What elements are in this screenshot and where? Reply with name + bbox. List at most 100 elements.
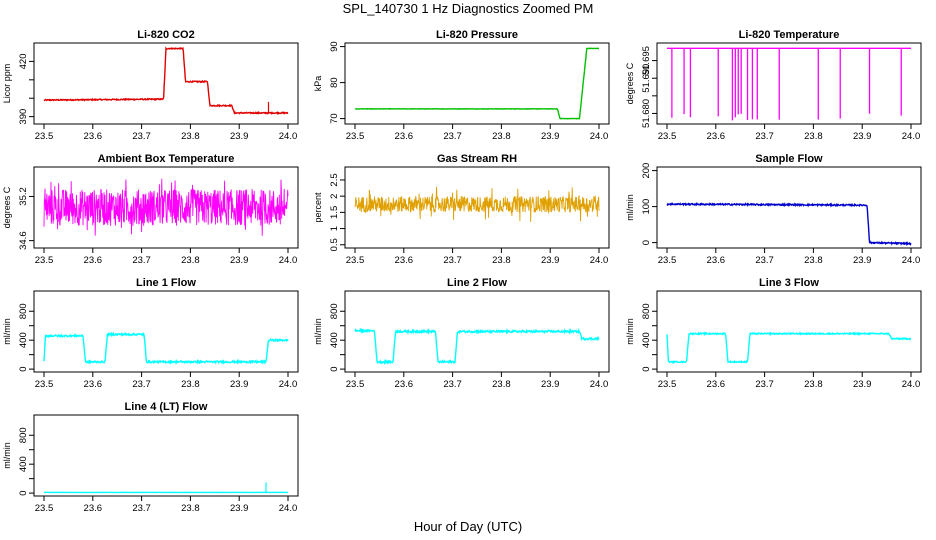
x-tick-label: 23.6 xyxy=(395,255,414,266)
x-tick-label: 23.6 xyxy=(84,131,103,142)
panel-3: Li-820 Temperature 23.5 23.6 23.7 23.8 23.9 24… xyxy=(625,29,922,142)
panel-title: Line 2 Flow xyxy=(447,277,507,289)
x-tick-label: 23.8 xyxy=(492,379,511,390)
plot-frame xyxy=(33,166,299,249)
panel-title: Sample Flow xyxy=(755,153,823,165)
x-tick-label: 24.0 xyxy=(279,379,298,390)
y-tick-label: 100 xyxy=(641,199,652,215)
y-tick-label: 51.680 xyxy=(641,99,652,128)
series-line xyxy=(666,331,912,365)
plot-frame xyxy=(33,290,299,373)
x-tick-label: 23.5 xyxy=(658,379,677,390)
data-series xyxy=(354,47,599,120)
x-tick-label: 23.5 xyxy=(346,379,365,390)
x-tick-label: 23.8 xyxy=(181,379,200,390)
series-line xyxy=(354,327,600,366)
series-line xyxy=(666,202,912,247)
x-axis-label: Hour of Day (UTC) xyxy=(414,519,522,534)
x-tick-label: 23.8 xyxy=(492,131,511,142)
series-line xyxy=(354,186,600,223)
data-series xyxy=(666,202,912,247)
x-tick-label: 23.8 xyxy=(181,503,200,514)
x-tick-label: 23.7 xyxy=(132,255,151,266)
y-axis-label: degrees C xyxy=(625,62,635,104)
plot-frame xyxy=(344,42,610,125)
x-tick-label: 23.8 xyxy=(804,255,823,266)
y-tick-label: 0 xyxy=(18,490,29,495)
data-series xyxy=(43,46,289,115)
panel-6: Sample Flow 23.5 23.6 23.7 23.8 23.9 24.0 0 100 2… xyxy=(625,153,922,266)
x-tick-label: 23.9 xyxy=(230,503,249,514)
data-series xyxy=(43,331,289,366)
x-tick-label: 23.8 xyxy=(181,255,200,266)
x-tick-label: 23.9 xyxy=(853,379,872,390)
plot-frame xyxy=(33,42,299,125)
y-tick-label: 800 xyxy=(18,303,29,319)
y-axis-label: ml/min xyxy=(2,442,12,469)
y-axis-label: kPa xyxy=(313,76,323,92)
y-tick-label: 70 xyxy=(329,113,340,124)
x-tick-label: 23.8 xyxy=(804,131,823,142)
x-tick-label: 23.7 xyxy=(443,255,462,266)
series-line xyxy=(43,46,289,115)
x-tick-label: 23.9 xyxy=(541,131,560,142)
y-tick-label: 51.695 xyxy=(641,46,652,75)
plot-frame xyxy=(656,42,922,125)
y-axis-label: ml/min xyxy=(625,318,635,345)
x-tick-label: 23.8 xyxy=(492,255,511,266)
x-tick-label: 23.5 xyxy=(346,131,365,142)
x-tick-label: 23.7 xyxy=(443,131,462,142)
panel-8: Line 2 Flow 23.5 23.6 23.7 23.8 23.9 24.0 0 400 8… xyxy=(313,277,610,390)
plot-frame xyxy=(344,166,610,249)
y-axis-label: ml/min xyxy=(2,318,12,345)
y-tick-label: 0 xyxy=(641,240,652,245)
x-tick-label: 23.5 xyxy=(346,255,365,266)
panel-title: Li-820 Pressure xyxy=(436,29,518,41)
x-tick-label: 23.7 xyxy=(755,255,774,266)
x-tick-label: 23.5 xyxy=(35,379,54,390)
x-tick-label: 23.6 xyxy=(84,379,103,390)
x-tick-label: 23.8 xyxy=(804,379,823,390)
x-tick-label: 23.5 xyxy=(658,131,677,142)
x-tick-label: 23.5 xyxy=(658,255,677,266)
y-tick-label: 0.5 xyxy=(329,238,340,251)
figure-title: SPL_140730 1 Hz Diagnostics Zoomed PM xyxy=(343,1,594,16)
series-line xyxy=(43,178,289,236)
y-axis-label: degrees C xyxy=(2,186,12,228)
x-tick-label: 24.0 xyxy=(902,131,921,142)
y-tick-label: 80 xyxy=(329,77,340,88)
x-tick-label: 24.0 xyxy=(902,255,921,266)
x-tick-label: 23.6 xyxy=(395,131,414,142)
y-axis-label: Licor ppm xyxy=(2,64,12,104)
y-tick-label: 400 xyxy=(641,332,652,348)
y-tick-label: 800 xyxy=(18,427,29,443)
y-tick-label: 0 xyxy=(329,366,340,371)
series-line xyxy=(354,47,599,120)
x-tick-label: 24.0 xyxy=(590,131,609,142)
x-tick-label: 23.9 xyxy=(853,255,872,266)
x-tick-label: 23.9 xyxy=(230,255,249,266)
x-tick-label: 23.9 xyxy=(541,255,560,266)
x-tick-label: 23.7 xyxy=(443,379,462,390)
panel-9: Line 3 Flow 23.5 23.6 23.7 23.8 23.9 24.0 0 400 8… xyxy=(625,277,922,390)
y-tick-label: 390 xyxy=(18,109,29,125)
x-tick-label: 23.5 xyxy=(35,131,54,142)
x-tick-label: 23.7 xyxy=(132,379,151,390)
x-tick-label: 24.0 xyxy=(590,379,609,390)
y-tick-label: 35.2 xyxy=(18,187,29,206)
y-axis-label: ml/min xyxy=(625,194,635,221)
x-tick-label: 24.0 xyxy=(590,255,609,266)
x-tick-label: 23.7 xyxy=(132,503,151,514)
y-axis-label: percent xyxy=(313,192,323,223)
panel-title: Li-820 CO2 xyxy=(137,29,194,41)
panel-10: Line 4 (LT) Flow 23.5 23.6 23.7 23.8 23.9 24.0… xyxy=(2,401,299,514)
plot-frame xyxy=(344,290,610,373)
panel-title: Gas Stream RH xyxy=(437,153,517,165)
x-tick-label: 23.9 xyxy=(230,379,249,390)
x-tick-label: 23.7 xyxy=(755,131,774,142)
x-tick-label: 23.7 xyxy=(755,379,774,390)
data-series xyxy=(44,482,288,494)
x-tick-label: 23.5 xyxy=(35,255,54,266)
y-tick-label: 800 xyxy=(329,303,340,319)
panel-2: Li-820 Pressure 23.5 23.6 23.7 23.8 23.9 24.0 7… xyxy=(313,29,610,142)
